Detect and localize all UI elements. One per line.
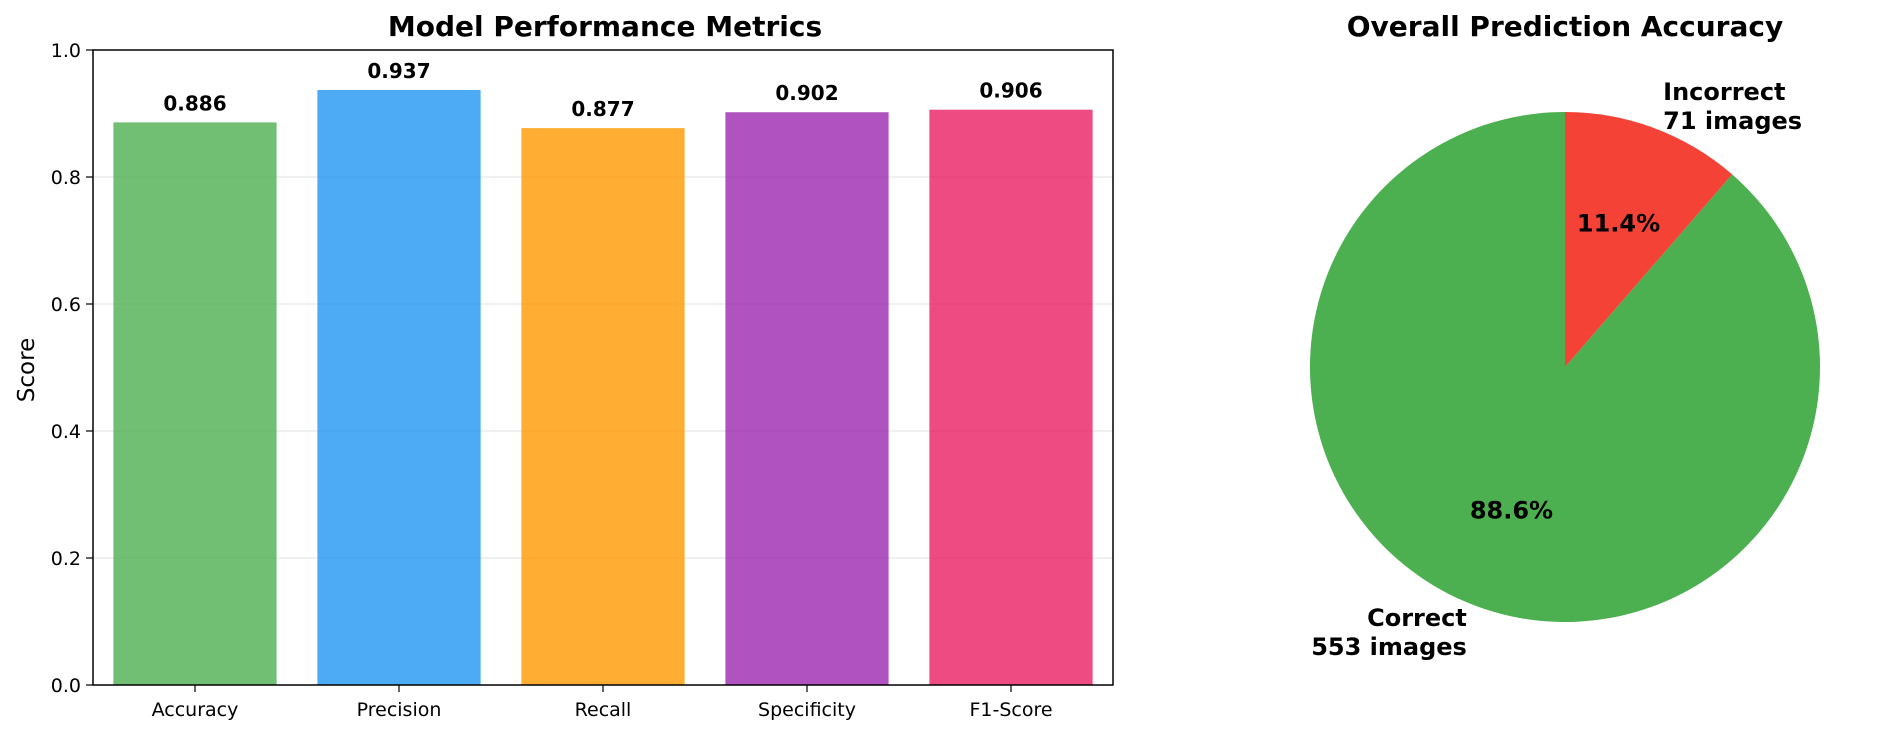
bar-value-labels: 0.886 0.937 0.877 0.902 0.906: [163, 59, 1042, 121]
pie-percent-label: 88.6%: [1470, 496, 1553, 524]
bar-accuracy: [113, 122, 277, 685]
bar-recall: [521, 128, 685, 686]
y-tick-label: 0.6: [51, 294, 81, 316]
y-tick-label: 0.8: [51, 167, 81, 189]
pie-slice-correct: [1310, 112, 1821, 622]
pie-percent-label: 11.4%: [1577, 210, 1660, 238]
x-axis-ticks: Accuracy Precision Recall Specificity F1-Sco…: [152, 685, 1053, 721]
x-tick-label: Precision: [357, 699, 442, 721]
pie-slice-incorrect: [1565, 112, 1733, 367]
pie-chart: Overall Prediction Accuracy 88.6% 11.4% C…: [1310, 10, 1821, 661]
bar-value-label: 0.906: [979, 79, 1042, 103]
pie-slices: [1310, 112, 1821, 622]
x-tick-label: F1-Score: [969, 699, 1052, 721]
bar-value-label: 0.937: [367, 59, 430, 83]
bar-value-label: 0.886: [163, 91, 226, 115]
bar-chart: Model Performance Metrics Score 0.00.20.…: [14, 10, 1114, 721]
bar-value-label: 0.877: [571, 97, 634, 121]
bars: [113, 90, 1093, 686]
y-tick-label: 1.0: [51, 40, 81, 62]
bar-f1-score: [929, 109, 1093, 685]
pie-chart-title: Overall Prediction Accuracy: [1347, 10, 1784, 43]
pie-slice-label: Incorrect: [1663, 78, 1785, 106]
plot-frame: [92, 49, 1114, 686]
pie-slice-label: Correct: [1367, 604, 1467, 632]
y-axis-label: Score: [14, 338, 40, 402]
bar-precision: [317, 90, 481, 685]
x-tick-label: Specificity: [758, 699, 856, 721]
y-tick-label: 0.4: [51, 421, 81, 443]
x-tick-label: Accuracy: [152, 699, 239, 721]
y-axis-ticks: 0.0 0.2 0.4 0.6 0.8 1.0: [51, 40, 93, 697]
pie-percent-labels: 88.6% 11.4%: [1470, 210, 1660, 525]
bar-chart-title: Model Performance Metrics: [388, 10, 822, 43]
bar-value-label: 0.902: [775, 81, 838, 105]
x-tick-label: Recall: [575, 699, 632, 721]
pie-slice-sublabel: 71 images: [1663, 107, 1802, 135]
pie-slice-sublabel: 553 images: [1311, 633, 1467, 661]
bar-specificity: [725, 112, 889, 686]
y-tick-label: 0.2: [51, 548, 81, 570]
y-tick-label: 0.0: [51, 675, 81, 697]
